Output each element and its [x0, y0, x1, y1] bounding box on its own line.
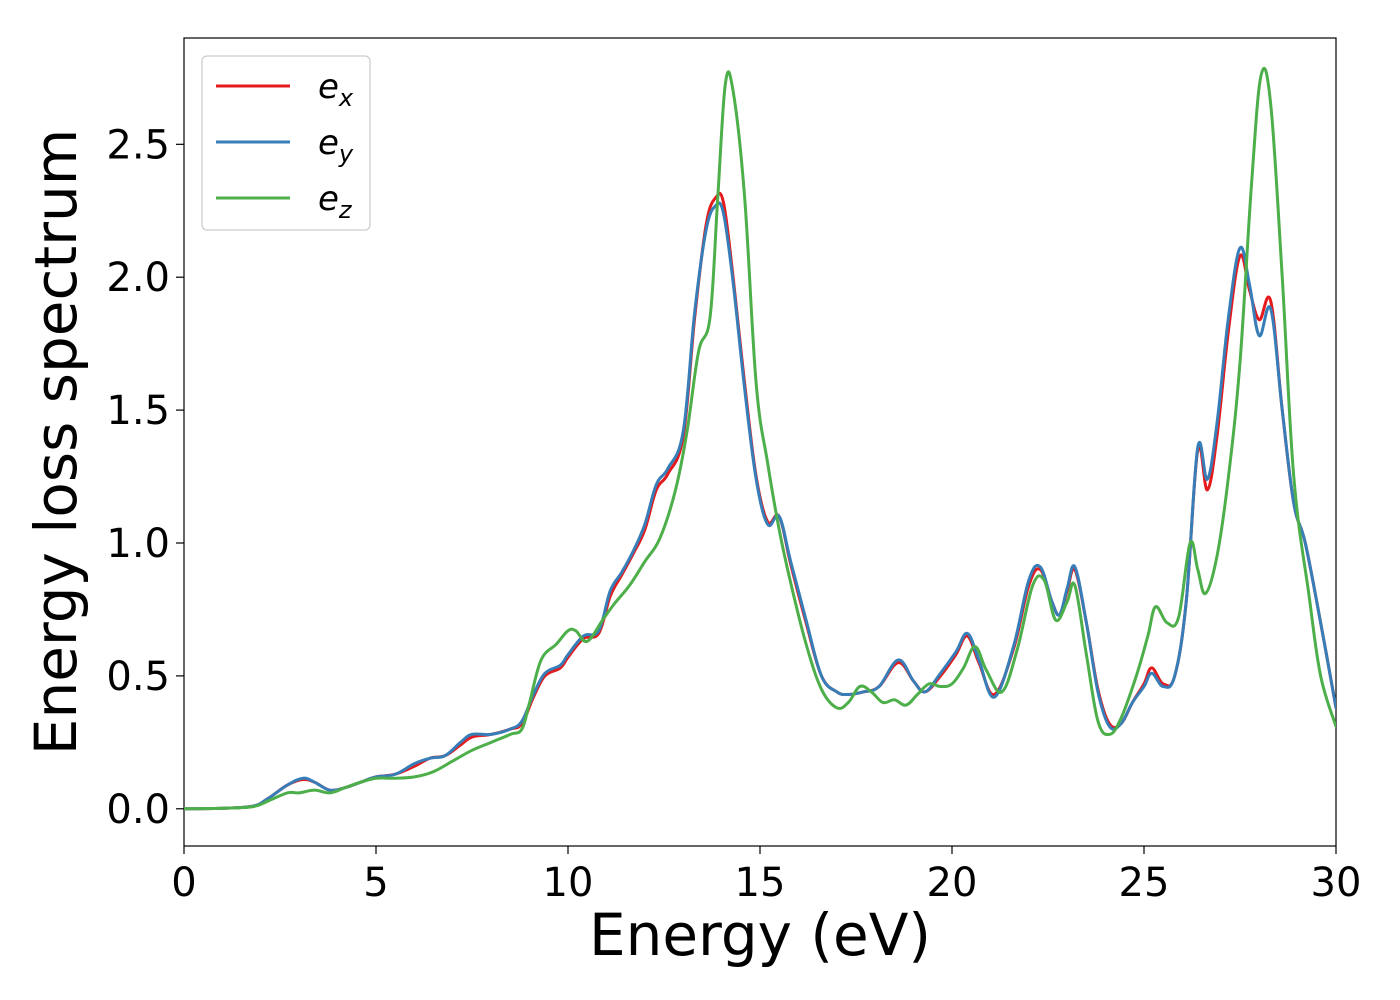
legend: ex ey ez — [201, 55, 371, 231]
x-axis-label: Energy (eV) — [589, 901, 931, 969]
y-tick-label: 0.0 — [106, 787, 170, 833]
x-tick-label: 15 — [735, 860, 786, 906]
x-tick-label: 10 — [543, 860, 594, 906]
y-tick-label: 2.0 — [106, 255, 170, 301]
y-tick-label: 2.5 — [106, 122, 170, 168]
y-axis-label: Energy loss spectrum — [22, 129, 90, 755]
x-tick-label: 30 — [1311, 860, 1362, 906]
legend-label-y: ey — [318, 123, 354, 168]
series-line-y — [184, 201, 1336, 811]
x-tick-label: 0 — [171, 860, 196, 906]
y-tick-label: 1.5 — [106, 388, 170, 434]
y-tick-label: 1.0 — [106, 521, 170, 567]
x-tick-label: 25 — [1119, 860, 1170, 906]
x-tick-label: 20 — [927, 860, 978, 906]
x-tick-label: 5 — [363, 860, 388, 906]
legend-label-x: ex — [318, 67, 354, 112]
y-tick-label: 0.5 — [106, 654, 170, 700]
series-line-z — [184, 67, 1336, 811]
legend-label-z: ez — [318, 179, 353, 224]
plot-area — [183, 37, 1337, 847]
